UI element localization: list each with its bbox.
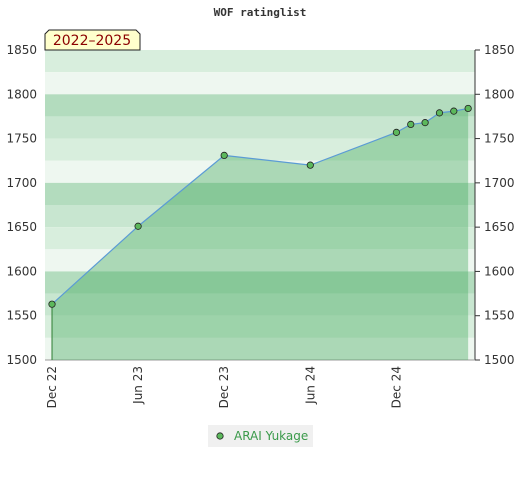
x-tick-label: Dec 22: [45, 366, 59, 408]
point: [134, 222, 142, 230]
y2-tick-label: 1550: [484, 309, 515, 323]
y-tick-label: 1800: [6, 87, 37, 101]
y-tick-label: 1850: [6, 43, 37, 57]
point: [306, 161, 314, 169]
y-tick-label: 1700: [6, 176, 37, 190]
band: [45, 315, 475, 338]
band: [45, 337, 475, 360]
y2-tick-label: 1650: [484, 220, 515, 234]
point: [421, 119, 429, 127]
point: [464, 104, 472, 113]
y2-tick-label: 1700: [484, 176, 515, 190]
badge-box: [44, 29, 141, 51]
band: [45, 205, 475, 228]
point: [407, 120, 415, 129]
band: [45, 182, 475, 205]
line: [51, 107, 469, 305]
y2-tick-label: 1850: [484, 43, 515, 57]
legend-label: ARAI Yukage: [234, 429, 308, 443]
band: [45, 72, 475, 95]
y2-tick-label: 1600: [484, 264, 515, 278]
y-tick-label: 1650: [6, 220, 37, 234]
y-tick-label: 1550: [6, 309, 37, 323]
y2-tick-label: 1500: [484, 353, 515, 367]
band: [45, 94, 475, 117]
x-tick-label: Dec 23: [217, 366, 231, 408]
y2-tick-label: 1750: [484, 132, 515, 146]
y2-tick-label: 1800: [484, 87, 515, 101]
badge-label: 2022–2025: [53, 33, 131, 49]
point: [392, 128, 400, 136]
y-tick-label: 1750: [6, 132, 37, 146]
band: [45, 271, 475, 294]
band: [45, 249, 475, 272]
point: [435, 109, 444, 117]
chart-title: WOF ratinglist: [214, 6, 307, 19]
band: [45, 50, 475, 73]
band: [45, 138, 475, 161]
legend-marker: [216, 432, 224, 440]
y-tick-label: 1500: [6, 353, 37, 367]
x-tick-label: Jun 23: [131, 366, 145, 405]
band: [45, 116, 475, 139]
point: [48, 300, 56, 308]
area: [52, 108, 469, 360]
band: [45, 293, 475, 316]
x-tick-label: Jun 24: [303, 366, 317, 405]
legend-box: [208, 425, 313, 447]
y-tick-label: 1600: [6, 264, 37, 278]
band: [45, 227, 475, 250]
band: [45, 160, 475, 183]
point: [450, 107, 458, 115]
point: [220, 151, 228, 159]
x-tick-label: Dec 24: [389, 366, 403, 408]
